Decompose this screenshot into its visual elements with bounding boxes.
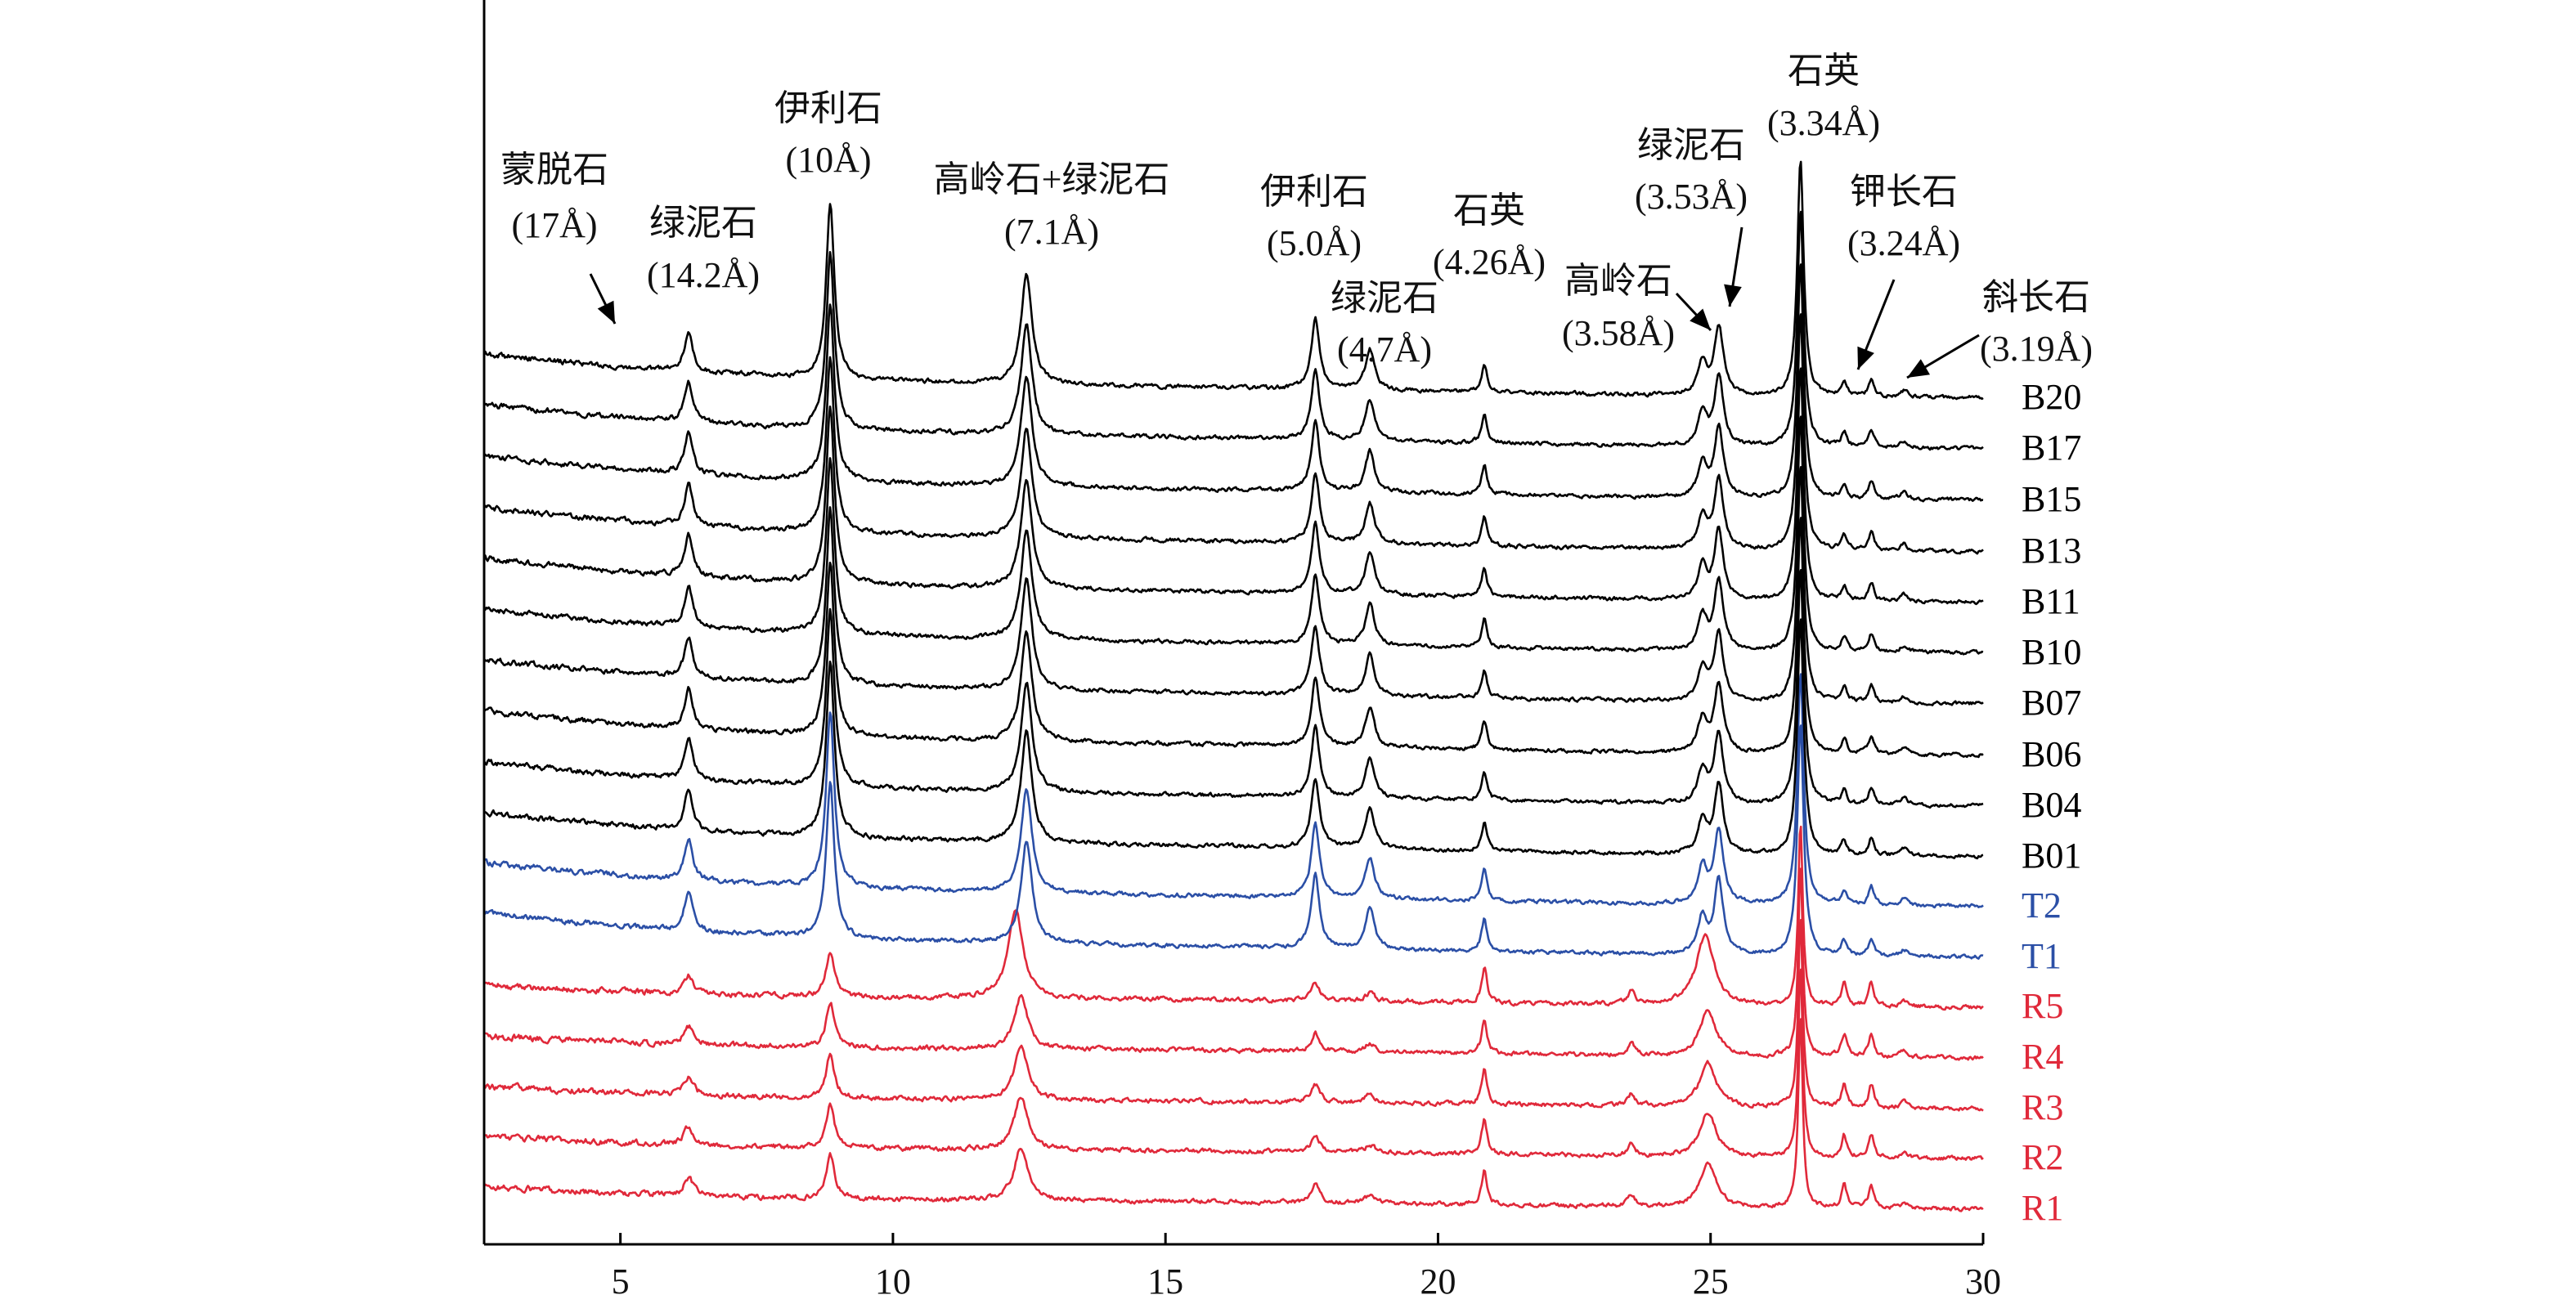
peak-mineral-label: 蒙脱石 <box>500 150 608 190</box>
series-label-b17: B17 <box>2022 428 2081 468</box>
x-tick-label: 30 <box>1965 1261 2001 1302</box>
series-label-r3: R3 <box>2022 1087 2063 1127</box>
peak-d-spacing-label: (5.0Å) <box>1267 223 1362 263</box>
trace-r5 <box>482 825 1984 1011</box>
peak-mineral-label: 伊利石 <box>1260 172 1368 212</box>
trace-b07 <box>483 466 1984 706</box>
peak-mineral-label: 斜长石 <box>1982 277 2090 317</box>
axes-group: 5 10 15 20 25 30 <box>482 0 2001 1302</box>
peak-d-spacing-label: (14.2Å) <box>647 255 760 295</box>
series-label-b15: B15 <box>2022 479 2081 519</box>
peak-arrow-head <box>597 300 615 324</box>
peak-mineral-label: 高岭石 <box>1564 261 1672 301</box>
trace-b06 <box>483 517 1984 759</box>
trace-t1 <box>483 724 1984 960</box>
trace-t2 <box>483 673 1984 909</box>
series-label-t2: T2 <box>2022 885 2062 925</box>
series-label-b01: B01 <box>2022 836 2081 876</box>
series-label-t1: T1 <box>2022 936 2062 976</box>
annotation-group: 蒙脱石 (17Å) 绿泥石 (14.2Å) 伊利石 (10Å) 高岭石+绿泥石 (7.1Å) 伊… <box>500 51 2093 379</box>
trace-r4 <box>483 867 1984 1061</box>
x-tick-label: 15 <box>1147 1261 1183 1302</box>
peak-d-spacing-label: (7.1Å) <box>1004 212 1099 252</box>
series-label-b10: B10 <box>2022 632 2081 672</box>
peak-mineral-label: 石英 <box>1788 51 1860 91</box>
x-tick-label: 10 <box>875 1261 911 1302</box>
peak-d-spacing-label: (3.58Å) <box>1562 313 1675 353</box>
series-label-b06: B06 <box>2022 734 2081 774</box>
trace-b13 <box>484 313 1984 555</box>
trace-b20 <box>482 160 1984 401</box>
trace-r2 <box>483 968 1984 1161</box>
peak-d-spacing-label: (4.26Å) <box>1433 242 1546 282</box>
peak-mineral-label: 伊利石 <box>774 88 882 128</box>
peak-d-spacing-label: (17Å) <box>511 205 597 245</box>
peak-mineral-label: 绿泥石 <box>1331 278 1438 318</box>
trace-b01 <box>483 618 1984 860</box>
trace-b15 <box>483 263 1984 503</box>
peak-d-spacing-label: (4.7Å) <box>1337 329 1432 370</box>
x-tick-label: 25 <box>1693 1261 1729 1302</box>
series-label-r4: R4 <box>2022 1037 2063 1077</box>
peak-mineral-label: 石英 <box>1453 190 1525 231</box>
peak-mineral-label: 绿泥石 <box>1637 125 1745 165</box>
series-label-r2: R2 <box>2022 1137 2063 1177</box>
peak-d-spacing-label: (3.53Å) <box>1635 177 1748 217</box>
x-tick-label: 20 <box>1420 1261 1456 1302</box>
peak-arrow-head <box>1907 359 1930 378</box>
series-label-b11: B11 <box>2022 581 2080 621</box>
peak-mineral-label: 高岭石+绿泥石 <box>934 159 1170 199</box>
peak-arrow-head <box>1857 346 1874 370</box>
trace-b04 <box>482 569 1984 809</box>
trace-b10 <box>482 415 1984 656</box>
peak-mineral-label: 钾长石 <box>1850 172 1958 212</box>
series-label-b07: B07 <box>2022 683 2081 723</box>
peak-d-spacing-label: (3.34Å) <box>1767 103 1880 143</box>
sample-label-group: R1 R2 R3 R4 R5 T1 T2 B01 B04 B06 B07 B10 B11 B13 B15 B1… <box>2022 377 2081 1228</box>
series-label-r1: R1 <box>2022 1188 2063 1228</box>
peak-d-spacing-label: (10Å) <box>785 140 871 180</box>
peak-mineral-label: 绿泥石 <box>649 203 757 243</box>
trace-group <box>482 160 1984 1212</box>
series-label-b13: B13 <box>2022 531 2081 571</box>
trace-b11 <box>483 367 1984 606</box>
series-label-b04: B04 <box>2022 785 2081 825</box>
x-tick-label: 5 <box>612 1261 630 1302</box>
peak-arrow-head <box>1724 284 1742 307</box>
trace-r1 <box>482 1018 1984 1212</box>
series-label-r5: R5 <box>2022 986 2063 1026</box>
peak-d-spacing-label: (3.24Å) <box>1847 223 1960 263</box>
peak-d-spacing-label: (3.19Å) <box>1980 329 2093 369</box>
trace-b17 <box>482 210 1984 451</box>
peak-arrow-head <box>1690 308 1711 330</box>
series-label-b20: B20 <box>2022 377 2081 417</box>
trace-r3 <box>482 919 1984 1112</box>
